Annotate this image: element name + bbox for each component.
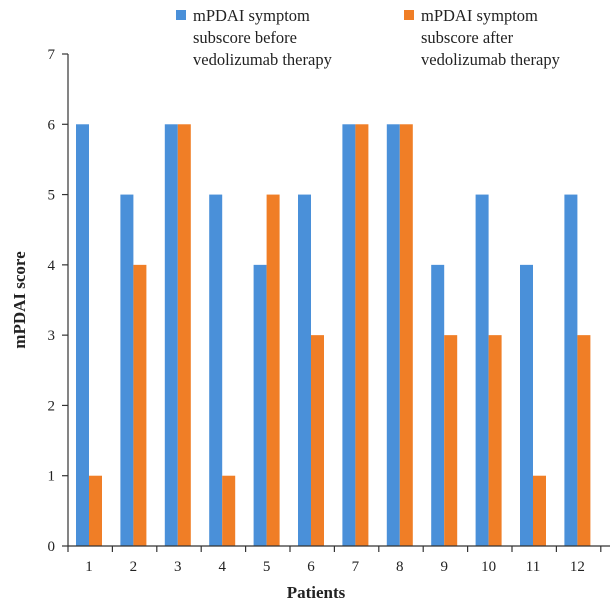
y-axis-title: mPDAI score [10, 251, 29, 349]
bar-before-patient-1 [76, 124, 89, 547]
bar-before-patient-6 [298, 194, 311, 547]
bar-after-patient-6 [311, 335, 324, 546]
bar-after-patient-8 [399, 124, 413, 547]
x-tick-label: 3 [174, 559, 182, 575]
bar-before-patient-2 [120, 194, 134, 547]
chart-bars [76, 124, 591, 547]
bar-before-patient-5 [253, 264, 267, 546]
bar-before-patient-10 [475, 194, 489, 547]
x-axis-title: Patients [287, 583, 346, 602]
bar-before-patient-11 [520, 264, 533, 546]
bar-before-patient-4 [209, 194, 223, 547]
bar-after-patient-9 [444, 335, 458, 546]
x-tick-label: 2 [130, 559, 138, 575]
x-tick-label: 9 [440, 559, 448, 575]
bar-after-patient-5 [266, 194, 280, 547]
legend-swatch-before [176, 10, 186, 20]
bar-after-patient-2 [133, 264, 147, 546]
x-tick-label: 12 [570, 559, 585, 575]
bar-before-patient-8 [386, 124, 400, 547]
bar-before-patient-3 [164, 124, 178, 547]
legend-swatch-after [404, 10, 414, 20]
bar-after-patient-7 [355, 124, 369, 547]
y-tick-label: 7 [48, 47, 56, 63]
legend-label-before: mPDAI symptom subscore before vedolizumab … [193, 6, 333, 69]
x-tick-label: 6 [307, 559, 315, 575]
y-axis: 0 1 2 3 4 5 6 7 [48, 47, 69, 555]
y-tick-label: 4 [48, 258, 56, 274]
y-tick-label: 2 [48, 398, 56, 414]
bar-before-patient-9 [431, 264, 445, 546]
bar-after-patient-10 [488, 335, 502, 546]
y-tick-label: 5 [48, 188, 56, 204]
x-tick-label: 4 [218, 559, 226, 575]
bar-after-patient-12 [577, 335, 591, 546]
y-tick-label: 0 [48, 539, 56, 555]
bar-after-patient-4 [222, 475, 236, 546]
bar-after-patient-1 [89, 475, 102, 546]
bar-before-patient-7 [342, 124, 356, 547]
x-tick-label: 7 [352, 559, 360, 575]
bar-after-patient-11 [533, 475, 546, 546]
x-tick-label: 5 [263, 559, 271, 575]
bar-before-patient-12 [564, 194, 578, 547]
x-tick-label: 8 [396, 559, 404, 575]
x-axis: 1 2 3 4 5 6 7 8 9 10 11 12 [67, 545, 610, 575]
y-tick-label: 3 [48, 328, 56, 344]
legend-label-after: mPDAI symptom subscore after vedolizumab t… [421, 6, 561, 69]
y-tick-label: 1 [48, 469, 56, 485]
x-tick-label: 11 [526, 559, 540, 575]
x-tick-label: 1 [85, 559, 93, 575]
x-tick-label: 10 [481, 559, 496, 575]
bar-after-patient-3 [177, 124, 191, 547]
chart-legend: mPDAI symptom subscore before vedolizumab … [176, 6, 561, 69]
y-tick-label: 6 [48, 117, 56, 133]
